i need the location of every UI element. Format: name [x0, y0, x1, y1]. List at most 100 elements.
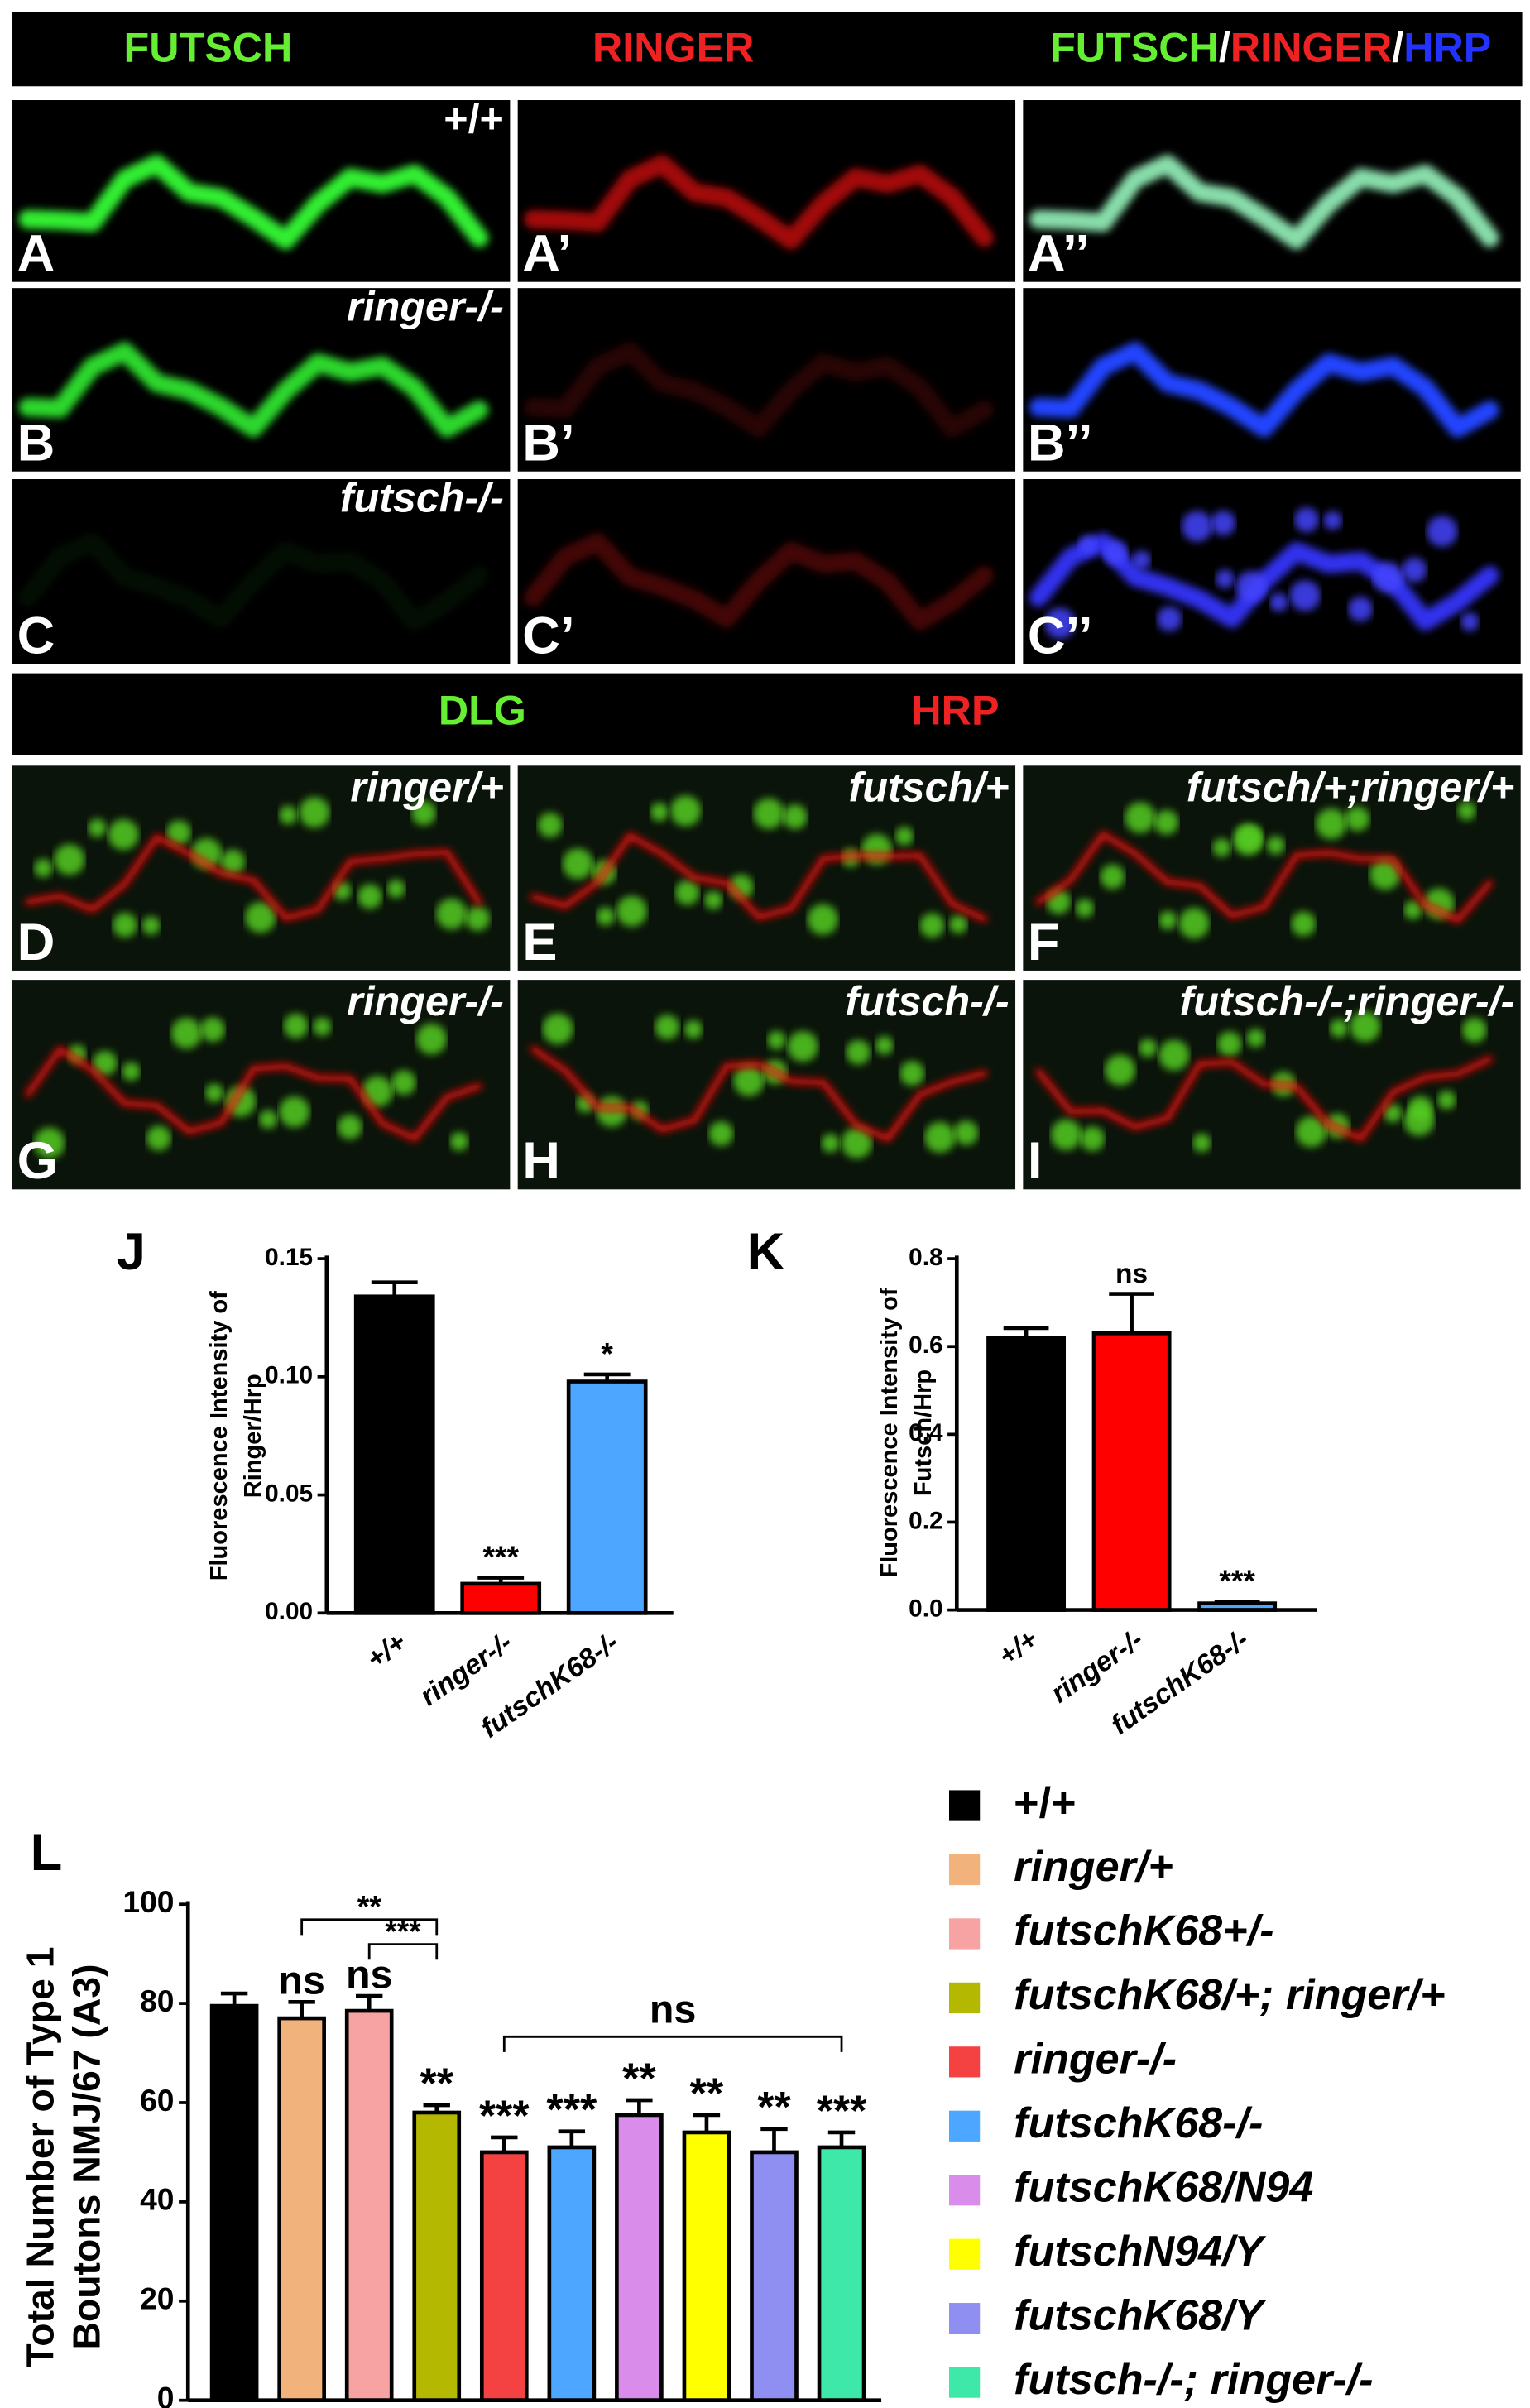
- micrograph-bouton: [596, 1096, 627, 1127]
- micrograph-bouton: [1369, 858, 1401, 890]
- micrograph-bouton: [948, 914, 968, 934]
- header-label: RINGER: [592, 25, 754, 71]
- micrograph-bouton: [449, 1132, 469, 1151]
- y-tick-label: 0.00: [265, 1598, 313, 1625]
- panel-letter: D: [17, 914, 55, 971]
- micrograph-bouton: [436, 898, 468, 930]
- significance-label: ***: [817, 2087, 868, 2135]
- significance-label: ns: [346, 1953, 392, 1998]
- micrograph-bouton: [1348, 597, 1373, 621]
- y-tick-label: 40: [140, 2182, 174, 2217]
- micrograph-bouton: [415, 1023, 448, 1055]
- genotype-label: ringer-/-: [347, 284, 504, 330]
- micrograph-bouton: [1437, 1091, 1456, 1110]
- micrograph-bouton: [1138, 1039, 1158, 1058]
- micrograph-bouton: [1427, 516, 1458, 547]
- legend-swatch: [948, 1918, 981, 1950]
- legend-label: futschN94/Y: [1014, 2228, 1266, 2276]
- micrograph-bouton: [1216, 569, 1235, 588]
- panel-letter: L: [31, 1824, 63, 1882]
- bar: [277, 2016, 326, 2403]
- y-tick-label: 0.4: [909, 1419, 943, 1446]
- panel-letter: I: [1028, 1132, 1043, 1190]
- legend-swatch: [948, 1854, 981, 1886]
- micrograph-signal: [24, 1046, 482, 1142]
- bar: [566, 1379, 648, 1615]
- micrograph-bouton: [782, 804, 808, 829]
- panel-letter: B’: [522, 415, 574, 472]
- micrograph-bouton: [1323, 511, 1342, 530]
- micrograph-signal: [1035, 831, 1494, 923]
- genotype-label: ringer-/-: [347, 978, 504, 1024]
- genotype-label: +/+: [444, 95, 504, 142]
- panel-letter: C: [17, 607, 55, 664]
- micrograph-bouton: [200, 1017, 225, 1043]
- micrograph-bouton: [258, 1110, 278, 1129]
- panel-letter: A’: [522, 225, 572, 283]
- y-tick-label: 0.2: [909, 1507, 942, 1534]
- significance-label: *: [601, 1336, 613, 1370]
- y-tick-label: 0.6: [909, 1331, 942, 1359]
- micrograph-bouton: [122, 1062, 141, 1082]
- bar: [750, 2150, 799, 2403]
- micrograph-bouton: [683, 1019, 703, 1039]
- panel-letter: C’: [522, 607, 574, 664]
- genotype-label: futsch/+;ringer/+: [1187, 764, 1515, 810]
- micrograph-signal: [530, 1045, 988, 1142]
- header-label-part: RINGER: [1230, 25, 1392, 71]
- y-axis-label: Boutons NMJ/67 (A3): [65, 1964, 108, 2350]
- panel-letter: A: [17, 225, 55, 283]
- micrograph-bouton: [1216, 1031, 1242, 1057]
- micrograph-bouton: [386, 879, 405, 899]
- legend-label: futschK68/Y: [1014, 2291, 1266, 2339]
- micrograph-bouton: [1105, 1054, 1136, 1086]
- micrograph-bouton: [34, 1127, 65, 1158]
- micrograph-signal: [524, 155, 994, 250]
- y-tick-label: 0.05: [265, 1480, 313, 1507]
- x-tick-label: +/+: [362, 1627, 412, 1675]
- y-tick-label: 0.8: [909, 1244, 942, 1271]
- micrograph-bouton: [1211, 511, 1236, 535]
- genotype-label: futsch/+: [849, 764, 1010, 810]
- bar: [344, 2008, 394, 2403]
- micrograph-bouton: [1080, 1126, 1106, 1152]
- significance-label: ns: [278, 1959, 324, 2003]
- micrograph-bouton: [220, 849, 246, 875]
- significance-label: **: [420, 2060, 453, 2108]
- micrograph-bouton: [542, 1013, 573, 1045]
- micrograph-signal: [18, 155, 489, 250]
- micrograph-bouton: [313, 1017, 332, 1036]
- micrograph-bouton: [924, 1121, 956, 1154]
- micrograph-bouton: [1329, 1019, 1349, 1038]
- micrograph-bouton: [1402, 557, 1427, 583]
- micrograph-bouton: [1044, 607, 1076, 639]
- micrograph-bouton: [1316, 808, 1347, 840]
- header-label-part: HRP: [1403, 25, 1491, 71]
- micrograph-bouton: [562, 848, 593, 880]
- micrograph-bouton: [333, 881, 352, 900]
- comparison-bracket: [300, 1918, 439, 1936]
- legend-label: futschK68+/-: [1014, 1907, 1273, 1955]
- micrograph-bouton: [1153, 809, 1179, 835]
- micrograph-bouton: [841, 1127, 872, 1158]
- micrograph-bouton: [54, 844, 85, 875]
- bar: [547, 2145, 597, 2403]
- micrograph-bouton: [1178, 908, 1210, 939]
- micrograph-signal: [524, 342, 994, 438]
- micrograph-bouton: [1461, 1017, 1487, 1043]
- legend-label: futschK68/+; ringer/+: [1014, 1971, 1445, 2019]
- micrograph-bouton: [279, 805, 298, 825]
- micrograph-bouton: [391, 1070, 416, 1096]
- micrograph: [12, 980, 511, 1190]
- significance-label: ***: [482, 1539, 519, 1574]
- comparison-label: ***: [385, 1913, 421, 1948]
- micrograph-bouton: [767, 1030, 786, 1050]
- header-label-part: FUTSCH: [1050, 25, 1219, 71]
- y-tick-label: 0: [157, 2381, 175, 2408]
- micrograph-bouton: [1457, 801, 1476, 820]
- panel-letter: A’’: [1028, 225, 1090, 283]
- bar: [817, 2145, 866, 2403]
- legend-swatch: [948, 2046, 981, 2078]
- micrograph-bouton: [708, 1121, 734, 1146]
